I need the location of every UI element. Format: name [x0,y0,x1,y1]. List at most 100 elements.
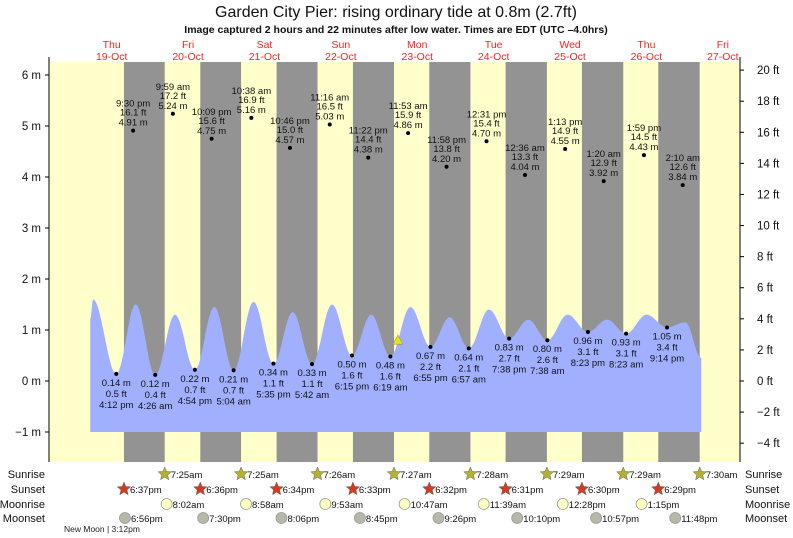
right-tick-label: 12 ft [757,189,780,201]
high-tide-ft: 15.0 ft [277,125,304,136]
high-tide-ft: 14.4 ft [355,135,382,146]
day-label-dow: Sat [257,39,273,51]
high-tide-ft: 12.6 ft [670,162,697,173]
low-tide-ft: 0.7 ft [184,385,205,396]
low-tide-dot [507,336,512,341]
right-tick-label: −4 ft [757,438,781,450]
high-tide-dot [209,136,214,141]
right-tick-label: 20 ft [757,65,780,77]
low-tide-dot [192,367,197,372]
low-tide-dot [231,368,236,373]
low-tide-time: 5:42 am [295,390,329,401]
sunset-time: 6:36pm [206,485,238,496]
low-tide-dot [388,354,393,359]
right-tick-label: 4 ft [757,314,774,326]
low-tide-dot [310,362,315,367]
low-tide-ft: 3.4 ft [656,342,677,353]
day-label-dow: Fri [182,39,194,51]
low-tide-ft: 3.1 ft [577,347,598,358]
high-tide-m: 4.38 m [354,145,383,156]
low-tide-dot [665,325,670,330]
moonset-moon-icon [432,512,445,524]
high-tide-m: 3.92 m [589,168,618,179]
high-tide-time: 11:53 am [389,101,428,112]
row-label-right-sunset: Sunset [745,484,779,496]
sunset-time: 6:29pm [664,485,696,496]
high-tide-ft: 16.1 ft [120,108,147,119]
day-label-date: 23-Oct [402,51,434,63]
low-tide-ft: 3.1 ft [616,349,637,360]
sunrise-star-icon [463,466,478,481]
astro-rows: Sunrise Sunrise 7:25am 7:25am 7:26am 7:27am 7:… [0,466,790,525]
high-tide-m: 4.20 m [432,154,461,165]
high-tide-time: 10:38 am [232,86,272,97]
high-tide-ft: 12.9 ft [590,158,617,169]
low-tide-m: 0.33 m [297,368,326,379]
row-label-sunset: Sunset [11,484,45,496]
moonrise-time: 8:02am [173,500,205,511]
sunset-star-icon [269,481,284,496]
day-label-date: 24-Oct [478,51,510,63]
low-tide-time: 7:38 pm [492,365,526,376]
right-tick-label: 8 ft [757,252,774,264]
high-tide-time: 12:36 am [505,143,545,154]
low-tide-ft: 0.7 ft [223,385,244,396]
low-tide-m: 0.67 m [416,351,445,362]
low-tide-time: 4:54 pm [178,396,212,407]
sunrise-time: 7:26am [324,470,356,481]
left-tick-label: 6 m [22,70,41,82]
low-tide-m: 0.64 m [454,352,483,363]
high-tide-m: 4.04 m [510,162,539,173]
high-tide-time: 12:31 pm [467,109,507,120]
water-area [90,299,702,432]
day-label-dow: Thu [637,39,655,51]
moonset-moon-icon [669,512,682,524]
low-tide-dot [349,353,354,358]
day-label-date: 21-Oct [249,51,281,63]
right-tick-label: 14 ft [757,158,780,170]
right-tick-label: −2 ft [757,407,781,419]
high-tide-dot [287,145,292,150]
high-tide-ft: 13.3 ft [512,152,539,163]
high-tide-time: 9:30 pm [116,99,150,110]
moonrise-time: 1:15pm [648,500,680,511]
high-tide-dot [170,111,175,116]
low-tide-time: 5:35 pm [256,390,290,401]
low-tide-m: 0.48 m [376,361,405,372]
low-tide-dot [271,361,276,366]
moonset-time: 10:57pm [602,514,639,525]
moonrise-time: 8:58am [252,500,284,511]
high-tide-time: 11:16 am [310,92,349,103]
right-tick-label: 0 ft [757,376,774,388]
sunset-star-icon [345,481,361,496]
high-tide-time: 10:46 pm [270,116,310,127]
day-label-date: 19-Oct [96,51,128,63]
moonset-moon-icon [197,512,210,524]
left-tick-label: 4 m [22,172,41,184]
high-tide-dot [406,131,411,136]
moonset-time: 10:10pm [523,514,560,525]
moonset-moon-icon [511,512,524,524]
moonset-moon-icon [119,512,131,524]
low-tide-time: 4:26 am [138,401,172,412]
low-tide-ft: 2.6 ft [537,355,558,366]
sunrise-star-icon [157,466,173,481]
sunrise-time: 7:29am [553,470,585,481]
day-label-dow: Tue [485,39,503,51]
row-label-right-moonrise: Moonrise [745,499,790,511]
day-label-date: 25-Oct [554,51,586,63]
high-tide-dot [563,146,568,151]
left-tick-label: 0 m [22,376,41,388]
low-tide-m: 0.34 m [259,368,288,379]
high-tide-dot [522,172,527,177]
right-tick-label: 10 ft [757,221,780,233]
sunset-time: 6:32pm [435,485,467,496]
low-tide-time: 5:04 am [216,396,250,407]
high-tide-m: 4.75 m [197,126,226,137]
sunset-star-icon [116,481,132,496]
sunset-star-icon [498,481,513,496]
high-tide-time: 9:59 am [156,82,190,93]
day-label-date: 22-Oct [325,51,357,63]
